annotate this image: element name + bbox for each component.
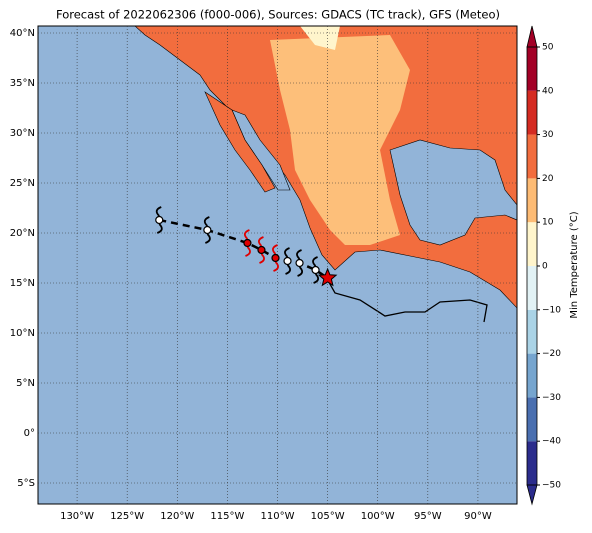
colorbar-tick-label: −50	[542, 481, 561, 491]
lat-tick-label: 20°N	[10, 228, 35, 239]
colorbar-tick-label: −10	[542, 305, 561, 315]
lon-tick-label: 100°W	[361, 511, 395, 522]
track-symbol-arm	[284, 247, 291, 275]
track-point	[283, 256, 292, 266]
lat-tick-label: 40°N	[10, 28, 35, 39]
land-interior	[270, 35, 410, 245]
track-symbol-arm	[155, 206, 163, 234]
lat-tick-label: 5°S	[17, 478, 35, 489]
lat-tick-label: 10°N	[10, 328, 35, 339]
track-point	[271, 253, 280, 263]
colorbar-swatch	[527, 178, 537, 223]
lon-tick-label: 90°W	[464, 511, 492, 522]
colorbar-tick-label: −30	[542, 393, 561, 403]
track-symbol-arm	[258, 236, 265, 264]
lon-tick-label: 110°W	[261, 511, 295, 522]
map-title: Forecast of 2022062306 (f000-006), Sourc…	[56, 8, 500, 22]
track-point	[203, 225, 212, 235]
colorbar-swatch	[527, 441, 537, 485]
gulf-of-mexico	[389, 139, 517, 246]
lon-tick-label: 115°W	[210, 511, 244, 522]
track-point	[311, 265, 320, 275]
colorbar-extend-top	[526, 25, 538, 48]
colorbar-tick-label: 50	[542, 43, 554, 53]
colorbar-tick-label: −20	[542, 349, 561, 359]
lon-tick-label: 130°W	[60, 511, 94, 522]
track-symbol-arm	[244, 229, 251, 257]
colorbar-tick-label: 20	[542, 174, 554, 184]
lat-tick-label: 35°N	[10, 78, 35, 89]
lat-tick-label: 30°N	[10, 128, 35, 139]
colorbar-swatch	[527, 222, 537, 266]
lat-tick-label: 0°	[24, 428, 35, 439]
land-cool	[300, 26, 340, 50]
colorbar-swatch	[527, 309, 537, 354]
lon-tick-label: 120°W	[160, 511, 194, 522]
track-point	[243, 238, 252, 248]
lon-tick-label: 95°W	[414, 511, 442, 522]
colorbar-swatch	[527, 266, 537, 310]
track-symbol-arm	[203, 216, 211, 244]
colorbar-tick-label: 0	[542, 262, 548, 272]
track-symbol-arm	[312, 256, 320, 284]
colorbar-tick-label: −40	[542, 437, 561, 447]
track-point	[155, 215, 164, 225]
colorbar-extend-bottom	[526, 484, 538, 506]
colorbar-swatch	[527, 90, 537, 135]
lat-tick-label: 5°N	[16, 378, 35, 389]
lon-tick-label: 125°W	[110, 511, 144, 522]
colorbar-tick-label: 40	[542, 86, 554, 96]
track-point	[295, 258, 304, 268]
colorbar-tick-label: 30	[542, 130, 554, 140]
colorbar-label: Min Temperature (°C)	[569, 211, 580, 318]
colorbar-swatch	[527, 134, 537, 179]
colorbar-tick-label: 10	[542, 218, 554, 228]
colorbar-swatch	[527, 397, 537, 442]
track-symbol-arm	[272, 244, 279, 272]
coastline-track	[325, 276, 488, 323]
track-star	[317, 267, 338, 287]
colorbar-swatch	[527, 353, 537, 398]
colorbar-swatch	[527, 47, 537, 91]
lat-tick-label: 25°N	[10, 178, 35, 189]
lat-tick-label: 15°N	[10, 278, 35, 289]
map-area	[38, 26, 517, 504]
track-symbol-arm	[296, 249, 303, 277]
lon-tick-label: 105°W	[311, 511, 345, 522]
track-point	[257, 245, 266, 255]
